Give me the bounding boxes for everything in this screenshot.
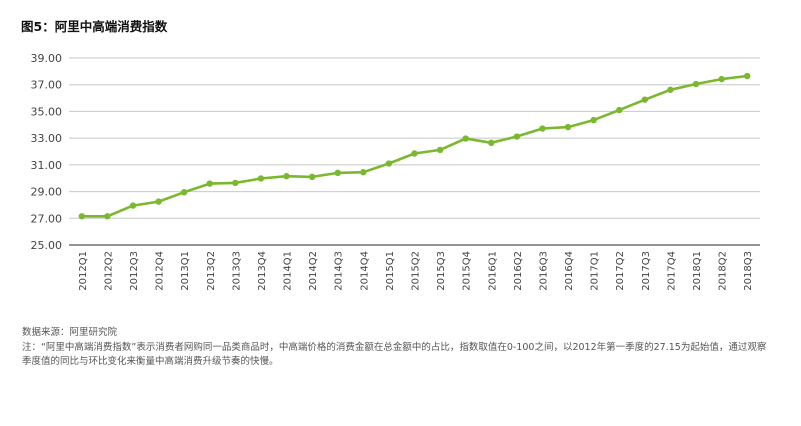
x-tick-label: 2014Q3: [334, 251, 345, 291]
data-point: [667, 86, 674, 93]
data-point: [641, 96, 649, 103]
x-tick-label: 2014Q2: [308, 251, 319, 291]
x-tick-label: 2017Q2: [615, 251, 626, 291]
y-tick-label: 33.00: [31, 132, 63, 145]
data-point: [334, 169, 341, 177]
data-point: [488, 139, 495, 147]
data-source: 数据来源：阿里研究院: [22, 327, 118, 338]
x-tick-label: 2016Q1: [487, 251, 498, 291]
x-tick-label: 2015Q3: [436, 251, 447, 291]
x-tick-label: 2017Q4: [666, 251, 677, 291]
chart-title: 图5：阿里中高端消费指数: [21, 19, 168, 34]
data-point: [718, 75, 725, 83]
x-tick-label: 2012Q2: [103, 251, 114, 291]
data-point: [206, 180, 213, 187]
data-point: [564, 123, 572, 131]
x-tick-label: 2017Q3: [641, 251, 652, 291]
x-tick-label: 2014Q4: [359, 251, 370, 291]
x-tick-label: 2015Q1: [385, 251, 396, 291]
data-point: [232, 179, 239, 187]
data-point: [744, 72, 751, 80]
data-point: [616, 106, 623, 114]
x-tick-label: 2015Q4: [462, 251, 473, 291]
y-tick-label: 31.00: [31, 159, 63, 172]
x-tick-label: 2013Q4: [257, 251, 268, 291]
x-tick-label: 2018Q3: [743, 251, 754, 291]
data-point: [590, 116, 597, 124]
data-point: [78, 213, 85, 220]
data-point: [104, 213, 111, 220]
series-line: [80, 74, 749, 218]
data-point: [155, 198, 162, 205]
x-tick-label: 2013Q2: [206, 251, 217, 291]
data-point: [308, 173, 316, 181]
x-tick-label: 2018Q1: [692, 251, 703, 291]
data-point: [411, 150, 418, 157]
line-chart: 25.00 27.00 29.00 31.00 33.00 35.00 37.00 39.00…: [31, 52, 760, 291]
x-tick-label: 2016Q3: [538, 251, 549, 291]
x-tick-label: 2012Q4: [155, 251, 166, 291]
data-point: [129, 202, 137, 209]
x-tick-label: 2013Q1: [180, 251, 191, 291]
y-tick-label: 29.00: [31, 186, 63, 199]
x-tick-label: 2013Q3: [231, 251, 242, 291]
y-tick-label: 35.00: [31, 105, 63, 118]
x-tick-label: 2012Q3: [129, 251, 140, 291]
data-point: [180, 189, 188, 196]
data-point: [692, 80, 700, 88]
data-point: [436, 146, 444, 154]
x-tick-label: 2017Q1: [590, 251, 601, 291]
y-tick-label: 39.00: [31, 52, 63, 65]
x-tick-label: 2016Q4: [564, 251, 575, 291]
x-tick-label: 2012Q1: [78, 251, 89, 291]
data-point: [257, 175, 265, 182]
data-point: [513, 133, 521, 140]
x-tick-label: 2014Q1: [283, 251, 294, 291]
data-point: [360, 169, 367, 176]
data-point: [462, 135, 469, 142]
y-tick-label: 25.00: [31, 239, 63, 252]
data-point: [539, 125, 546, 132]
y-tick-label: 37.00: [31, 79, 63, 92]
data-point: [283, 173, 290, 180]
y-tick-label: 27.00: [31, 212, 63, 225]
x-tick-label: 2015Q2: [411, 251, 422, 291]
chart-note: 注：“阿里中高端消费指数”表示消费者网购同一品类商品时，中高端价格的消费金额在总…: [22, 342, 767, 367]
data-point: [385, 160, 393, 167]
x-tick-label: 2016Q2: [513, 251, 524, 291]
x-tick-label: 2018Q2: [718, 251, 729, 291]
